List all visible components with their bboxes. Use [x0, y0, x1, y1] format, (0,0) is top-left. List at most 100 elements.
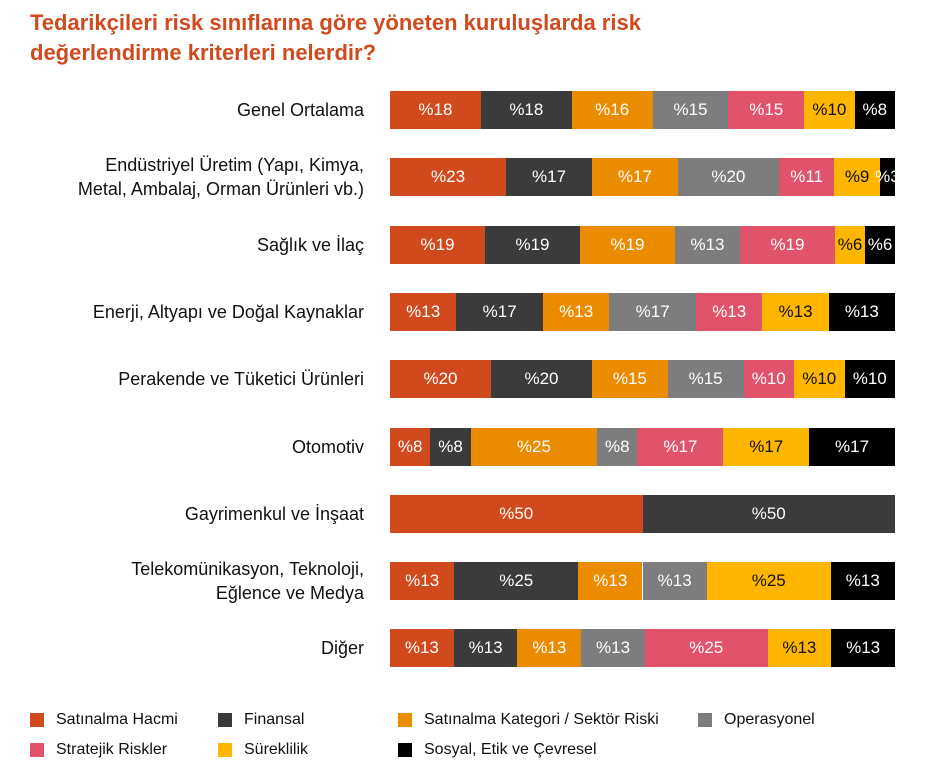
value-label: %18 [418, 100, 453, 119]
value-label: %3 [875, 167, 900, 187]
bar-segment: %50 [390, 494, 643, 533]
value-label: %9 [844, 167, 870, 187]
bar-segment: %13 [517, 629, 582, 668]
legend-label: Süreklilik [244, 741, 309, 758]
bar-segment: %10 [804, 91, 855, 129]
legend-label: Finansal [244, 711, 305, 728]
value-label: %25 [516, 436, 551, 456]
bar-segment: %13 [578, 562, 643, 601]
value-label: %17 [749, 436, 784, 456]
bar-segment: %8 [597, 427, 638, 466]
category-label: Sağlık ve İlaç [256, 234, 364, 255]
bar-segment: %13 [453, 629, 518, 668]
bar-segment: %15 [592, 360, 668, 399]
value-label: %11 [790, 167, 823, 187]
bar-segment: %13 [390, 292, 457, 331]
value-label: %25 [751, 571, 786, 591]
bar-segment: %25 [454, 562, 579, 601]
bar-segment: %8 [854, 91, 895, 129]
bar-segment: %25 [470, 427, 598, 466]
value-label: %19 [770, 234, 805, 254]
bar-segment: %20 [491, 360, 592, 399]
bar-segment: %18 [480, 91, 572, 129]
value-label: %13 [468, 638, 503, 658]
bar-segment: %13 [696, 292, 763, 331]
legend-label: Satınalma Kategori / Sektör Riski [424, 711, 659, 728]
bar-segment: %13 [543, 292, 610, 331]
value-label: %13 [690, 234, 725, 254]
bar-segment: %17 [456, 292, 544, 331]
category-label: Enerji, Altyapı ve Doğal Kaynaklar [92, 301, 364, 322]
bar-segment: %13 [828, 292, 895, 331]
bar-segment: %19 [390, 225, 485, 264]
legend-swatch [218, 713, 232, 727]
bar-segment: %6 [835, 225, 865, 264]
bar-segment: %13 [581, 629, 645, 668]
legend-label: Satınalma Hacmi [56, 711, 178, 728]
value-label: %15 [612, 369, 647, 389]
legend-label: Operasyonel [724, 711, 815, 728]
bar-segment: %17 [609, 292, 697, 331]
bar-segment: %17 [506, 158, 592, 197]
bar-segment: %15 [667, 360, 744, 399]
bar-segment: %9 [834, 158, 880, 197]
bar-segment: %19 [740, 225, 835, 264]
value-label: %13 [782, 638, 817, 658]
legend-swatch [398, 713, 412, 727]
bar-segment: %19 [580, 225, 675, 264]
bar-segment: %20 [677, 158, 779, 197]
value-label: %13 [404, 638, 439, 658]
value-label: %13 [406, 301, 441, 321]
value-label: %6 [837, 234, 863, 254]
value-label: %25 [689, 638, 724, 658]
value-label: %20 [423, 369, 458, 389]
bar-segment: %13 [642, 562, 707, 601]
value-label: %19 [610, 234, 645, 254]
bar-segment: %19 [485, 225, 580, 264]
value-label: %13 [405, 571, 440, 591]
bar-segment: %10 [743, 360, 794, 399]
bar-segment: %23 [390, 158, 507, 197]
bar-segment: %8 [430, 427, 471, 466]
value-label: %13 [712, 301, 747, 321]
value-label: %19 [420, 234, 455, 254]
value-label: %17 [635, 301, 670, 321]
value-label: %19 [515, 234, 550, 254]
value-label: %13 [846, 638, 881, 658]
value-label: %50 [499, 503, 534, 523]
value-label: %13 [532, 638, 567, 658]
value-label: %17 [617, 167, 652, 187]
category-label: Perakende ve Tüketici Ürünleri [118, 369, 364, 390]
bar-segment: %13 [390, 562, 455, 601]
category-label: Genel Ortalama [236, 100, 364, 120]
bar-segment: %10 [794, 360, 845, 399]
value-label: %18 [509, 100, 544, 119]
value-label: %20 [524, 369, 559, 389]
value-label: %13 [844, 301, 879, 321]
bar-segment: %17 [723, 427, 810, 466]
value-label: %20 [711, 167, 746, 187]
value-label: %8 [604, 436, 630, 456]
value-label: %10 [852, 369, 887, 389]
bar-segment: %10 [844, 360, 895, 399]
value-label: %13 [593, 571, 628, 591]
bar-segment: %17 [809, 427, 895, 466]
bar-segment: %13 [830, 562, 895, 601]
bar-segment: %13 [831, 629, 895, 668]
bar-segment: %15 [652, 91, 729, 129]
bar-segment: %11 [778, 158, 835, 197]
category-label: Otomotiv [291, 436, 364, 457]
value-label: %10 [802, 369, 837, 389]
legend-label: Stratejik Riskler [56, 741, 168, 758]
value-label: %17 [835, 436, 870, 456]
value-label: %10 [812, 100, 847, 119]
value-label: %15 [688, 369, 723, 389]
value-label: %15 [749, 100, 784, 119]
bar-segment: %13 [675, 225, 740, 264]
bar-segment: %25 [706, 562, 831, 601]
legend-swatch [218, 743, 232, 757]
value-label: %13 [845, 571, 880, 591]
value-label: %13 [559, 301, 594, 321]
bar-segment: %15 [728, 91, 805, 129]
